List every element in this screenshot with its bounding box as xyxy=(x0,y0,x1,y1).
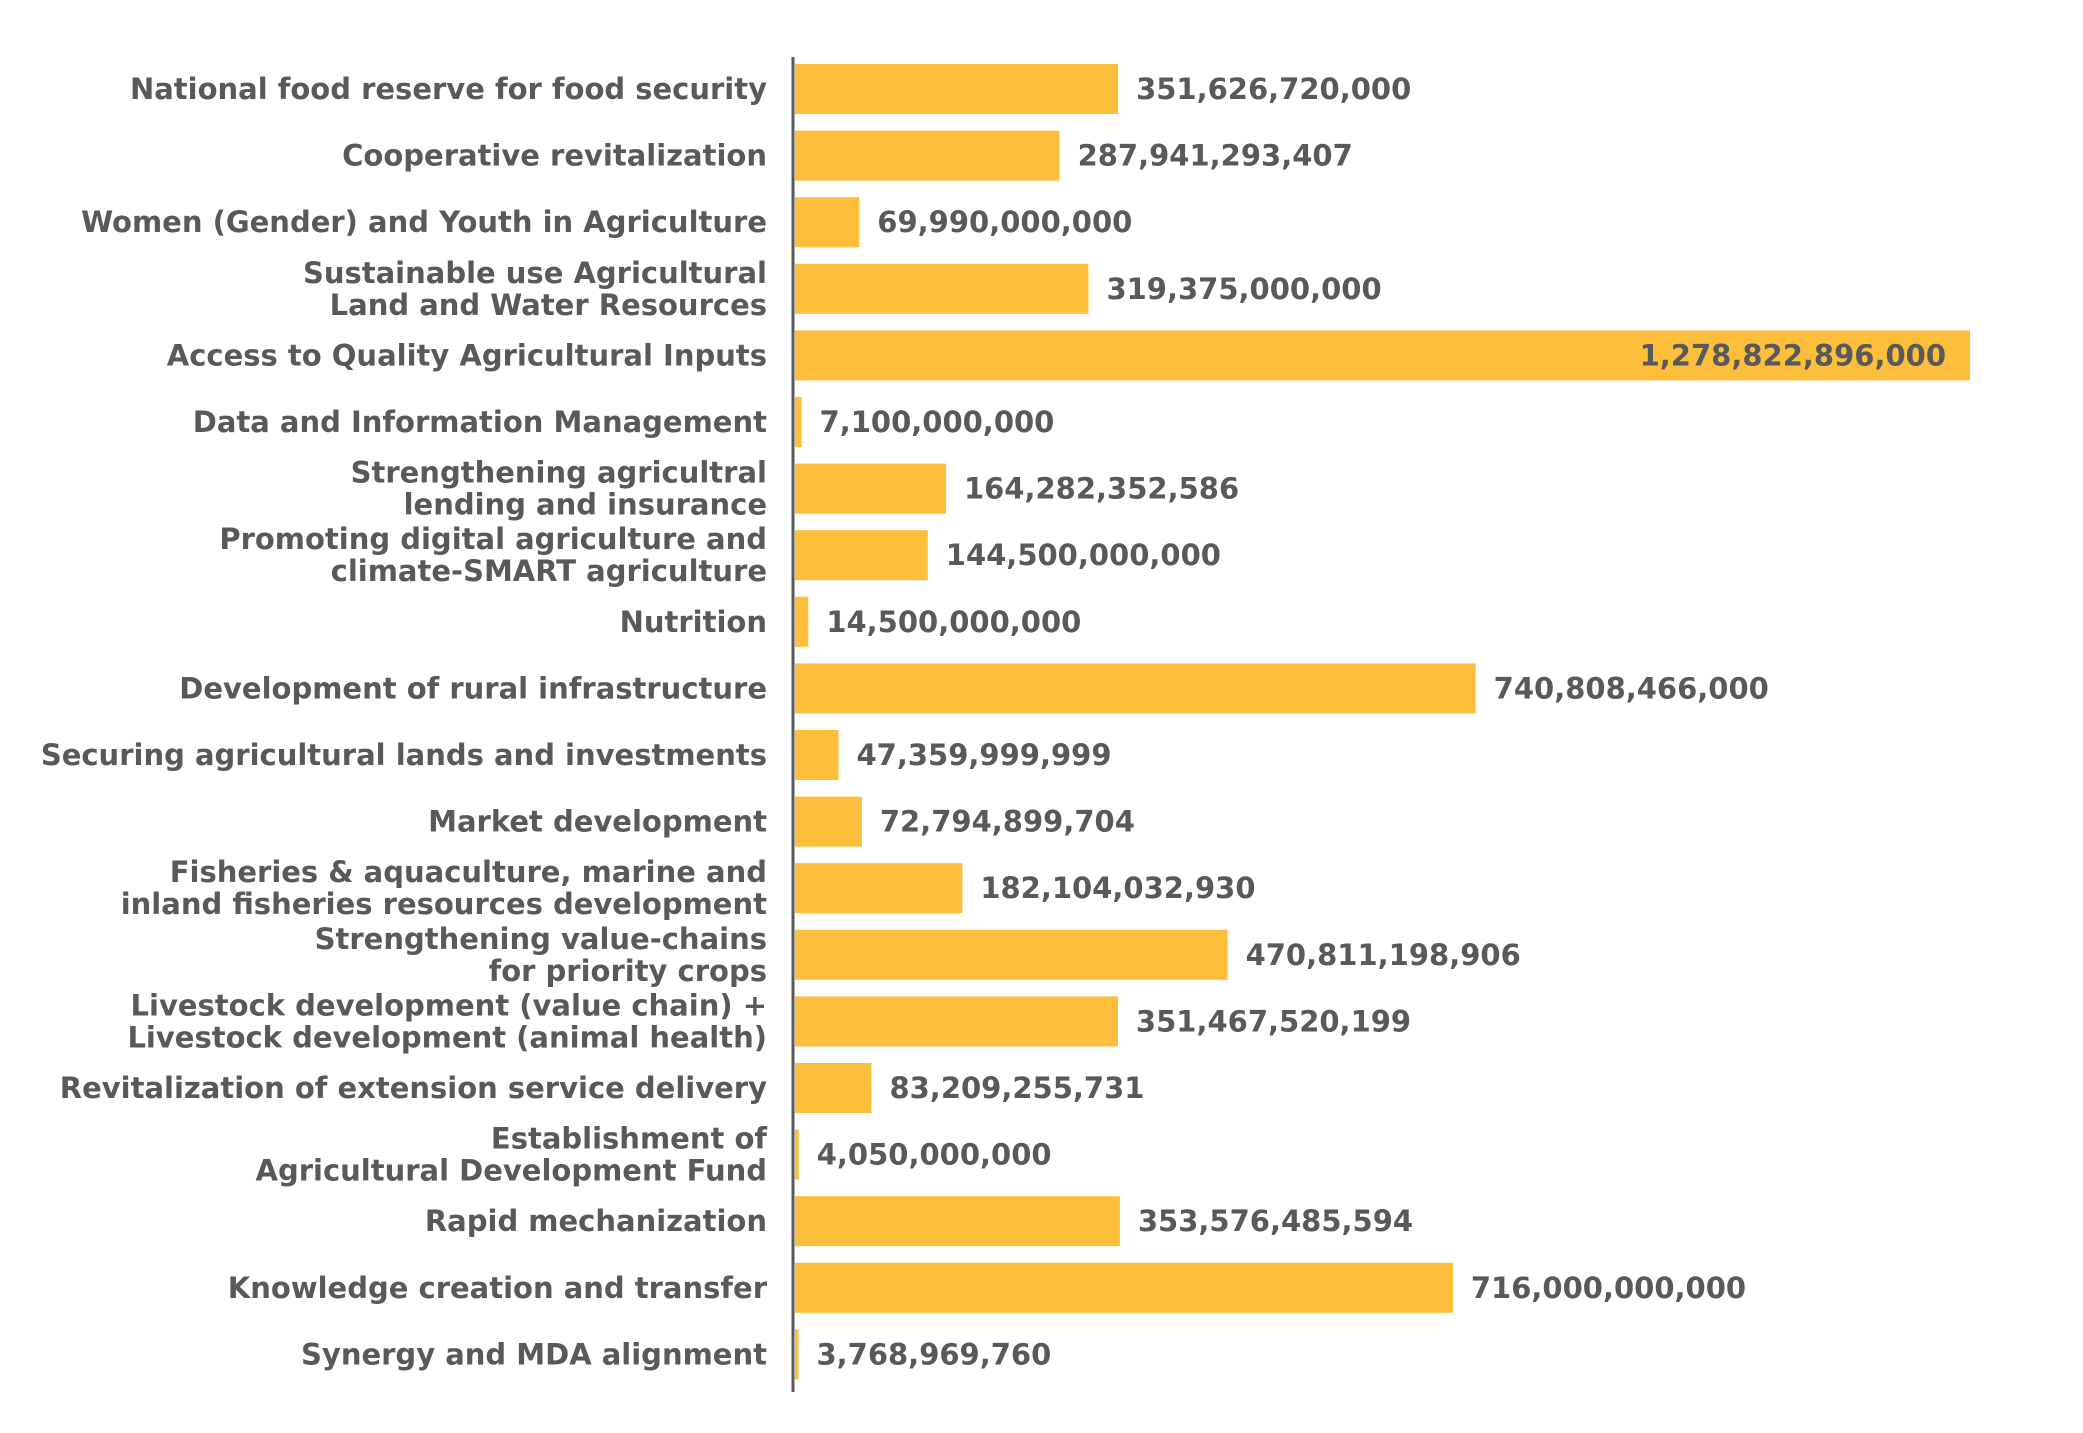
bar xyxy=(795,397,802,447)
value-label: 14,500,000,000 xyxy=(826,605,1081,639)
category-label: Revitalization of extension service deli… xyxy=(60,1071,767,1105)
category-label: Sustainable use Agricultural Land and Wat… xyxy=(303,256,767,322)
category-label-line: Development of rural infrastructure xyxy=(179,671,767,705)
value-label: 3,768,969,760 xyxy=(816,1337,1051,1371)
bar xyxy=(795,863,963,914)
category-label-line: Nutrition xyxy=(620,605,767,639)
bar xyxy=(795,197,860,248)
value-label: 351,626,720,000 xyxy=(1136,72,1411,106)
category-label: Rapid mechanization xyxy=(425,1204,767,1238)
category-label: Market development xyxy=(428,805,767,839)
value-label: 144,500,000,000 xyxy=(946,538,1221,572)
value-label: 740,808,466,000 xyxy=(1494,671,1769,705)
value-label: 69,990,000,000 xyxy=(877,205,1132,239)
category-label-line: Strengthening value-chains xyxy=(315,922,767,956)
value-label: 470,811,198,906 xyxy=(1246,938,1521,972)
bar xyxy=(795,530,928,581)
category-label-line: Knowledge creation and transfer xyxy=(228,1271,768,1305)
category-label-line: for priority crops xyxy=(489,954,767,988)
bar xyxy=(795,130,1060,181)
value-label: 1,278,822,896,000 xyxy=(1640,338,1946,372)
category-label-line: Data and Information Management xyxy=(193,405,767,439)
category-label: Women (Gender) and Youth in Agriculture xyxy=(81,205,767,239)
category-label-line: Securing agricultural lands and investme… xyxy=(41,738,767,772)
value-label: 287,941,293,407 xyxy=(1078,139,1353,173)
value-label: 716,000,000,000 xyxy=(1471,1271,1746,1305)
bar xyxy=(795,996,1118,1047)
bar xyxy=(795,929,1228,980)
category-label: National food reserve for food security xyxy=(130,72,767,106)
bar xyxy=(795,330,1970,381)
value-label: 7,100,000,000 xyxy=(820,405,1055,439)
category-label-line: Rapid mechanization xyxy=(425,1204,767,1238)
category-label: Knowledge creation and transfer xyxy=(228,1271,768,1305)
value-label: 4,050,000,000 xyxy=(817,1138,1052,1172)
value-labels-layer: 351,626,720,000 287,941,293,407 69,990,000… xyxy=(816,72,1946,1371)
bar xyxy=(795,730,839,780)
category-label-line: Access to Quality Agricultural Inputs xyxy=(167,338,767,372)
category-label-line: Sustainable use Agricultural xyxy=(303,256,767,290)
value-label: 319,375,000,000 xyxy=(1106,272,1381,306)
category-label: Nutrition xyxy=(620,605,767,639)
bar xyxy=(795,1129,799,1180)
bar xyxy=(795,463,946,514)
bar xyxy=(795,263,1089,314)
category-label-line: climate-SMART agriculture xyxy=(331,554,767,588)
category-label: Data and Information Management xyxy=(193,405,767,439)
category-label-line: Strengthening agricultral xyxy=(351,456,767,490)
bars-layer xyxy=(795,64,1970,1380)
category-label-line: National food reserve for food security xyxy=(130,72,767,106)
category-label-line: Market development xyxy=(428,805,767,839)
bar xyxy=(795,796,862,847)
category-labels-layer: National food reserve for food security C… xyxy=(41,72,768,1371)
category-label-line: Synergy and MDA alignment xyxy=(301,1337,767,1371)
category-label: Development of rural infrastructure xyxy=(179,671,767,705)
category-label-line: inland fisheries resources development xyxy=(121,887,767,921)
value-label: 351,467,520,199 xyxy=(1136,1004,1411,1038)
value-label: 47,359,999,999 xyxy=(857,738,1112,772)
value-label: 72,794,899,704 xyxy=(880,805,1135,839)
category-label-line: Promoting digital agriculture and xyxy=(219,522,767,556)
value-label: 182,104,032,930 xyxy=(980,871,1255,905)
category-label: Strengthening value-chains for priority c… xyxy=(315,922,767,988)
category-label-line: Establishment of xyxy=(491,1122,767,1156)
bar xyxy=(795,596,809,647)
bar xyxy=(795,1329,799,1380)
category-label: Fisheries & aquaculture, marine and inlan… xyxy=(121,855,767,921)
value-label: 83,209,255,731 xyxy=(889,1071,1144,1105)
category-label: Cooperative revitalization xyxy=(342,139,767,173)
category-label: Synergy and MDA alignment xyxy=(301,1337,767,1371)
category-label: Strengthening agricultral lending and ins… xyxy=(351,456,767,522)
bar xyxy=(795,1262,1453,1313)
category-label-line: Land and Water Resources xyxy=(330,288,767,322)
category-label-line: Agricultural Development Fund xyxy=(256,1154,767,1188)
bar xyxy=(795,663,1476,714)
category-label: Livestock development (value chain) + Liv… xyxy=(127,988,767,1054)
category-label-line: lending and insurance xyxy=(404,488,767,522)
value-label: 164,282,352,586 xyxy=(964,472,1239,506)
category-label-line: Fisheries & aquaculture, marine and xyxy=(170,855,767,889)
category-label: Establishment of Agricultural Development… xyxy=(256,1122,768,1188)
category-label: Securing agricultural lands and investme… xyxy=(41,738,767,772)
bar xyxy=(795,64,1119,114)
category-label-line: Livestock development (animal health) xyxy=(127,1020,767,1054)
category-label-line: Women (Gender) and Youth in Agriculture xyxy=(81,205,767,239)
category-label-line: Revitalization of extension service deli… xyxy=(60,1071,767,1105)
category-label: Promoting digital agriculture and climate… xyxy=(219,522,767,588)
category-label: Access to Quality Agricultural Inputs xyxy=(167,338,767,372)
bar xyxy=(795,1196,1120,1247)
bar xyxy=(795,1063,872,1113)
value-label: 353,576,485,594 xyxy=(1138,1204,1413,1238)
category-label-line: Cooperative revitalization xyxy=(342,139,767,173)
category-label-line: Livestock development (value chain) + xyxy=(131,988,767,1022)
